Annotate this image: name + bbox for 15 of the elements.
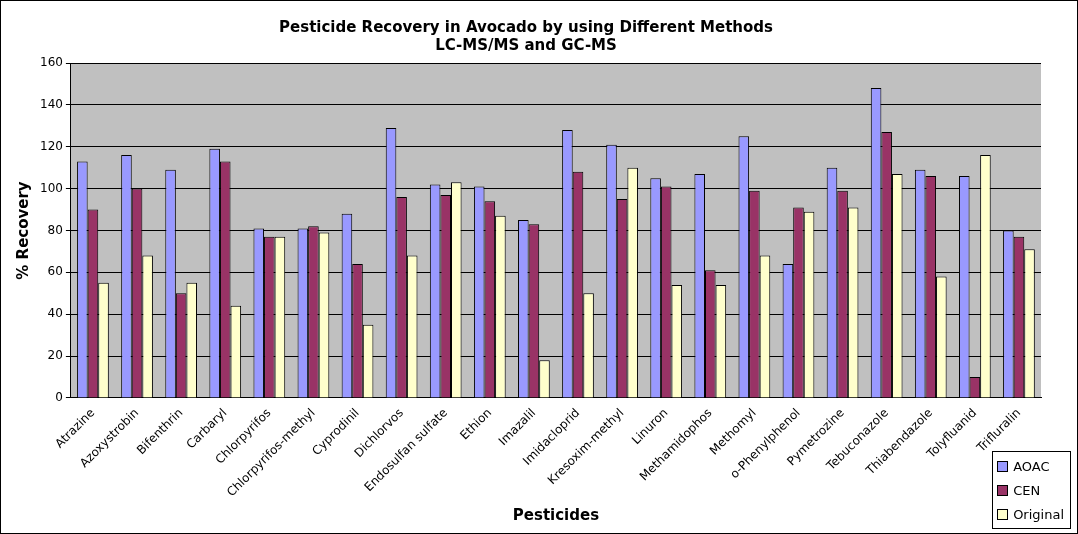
y-tick-label: 140	[40, 97, 63, 111]
chart-title: Pesticide Recovery in Avocado by using Different Methods LC-MS/MS and GC-MS	[279, 17, 774, 54]
y-tick-label: 100	[40, 180, 63, 195]
y-tick-label: 0	[55, 390, 63, 405]
y-tick-label: 20	[47, 348, 63, 363]
y-tick-label: 40	[47, 306, 63, 321]
y-tick-label: 120	[40, 138, 63, 153]
y-tick-label: 80	[47, 222, 63, 237]
legend-label: CEN	[1013, 482, 1041, 498]
legend-label: AOAC	[1013, 458, 1050, 474]
y-tick-label: 160	[40, 55, 63, 70]
legend-label: Original	[1013, 506, 1064, 522]
x-axis-title: Pesticides	[512, 505, 600, 524]
y-tick-label: 60	[47, 264, 63, 279]
y-axis-title: % Recovery	[13, 181, 32, 280]
